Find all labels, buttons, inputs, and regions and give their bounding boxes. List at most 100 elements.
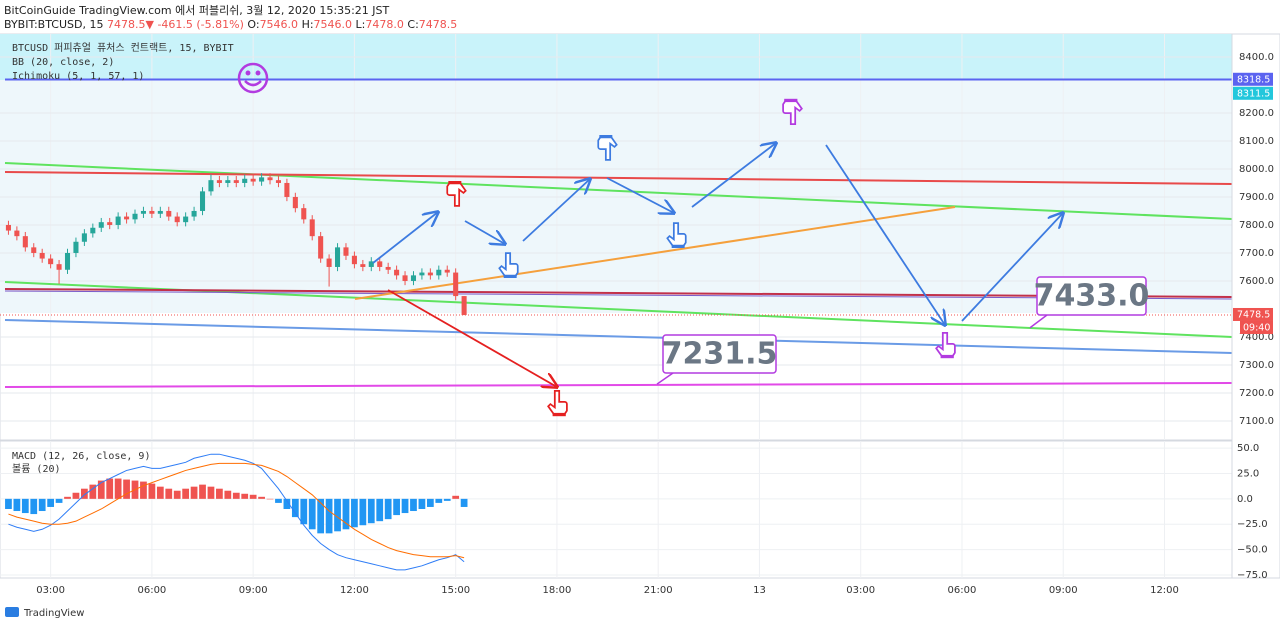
x-tick-label: 03:00: [36, 585, 65, 596]
candle-body: [56, 264, 62, 270]
candle-body: [225, 180, 231, 183]
trend-line: [4, 290, 1233, 300]
callout-label: 7433.0: [1034, 279, 1150, 314]
axis-bg: [1231, 33, 1280, 579]
x-tick-label: 15:00: [441, 585, 470, 596]
x-tick-label: 21:00: [644, 585, 673, 596]
histogram-bar: [97, 480, 105, 499]
histogram-bar: [384, 498, 392, 520]
candle-body: [402, 275, 408, 281]
candle-body: [31, 247, 37, 253]
histogram-bar: [308, 498, 316, 530]
histogram-bar: [283, 498, 291, 509]
candle-body: [250, 178, 256, 182]
candle-body: [166, 210, 172, 217]
histogram-bar: [342, 498, 350, 530]
histogram-bar: [426, 498, 434, 507]
price-label-bg: [1233, 72, 1273, 86]
trend-line: [4, 171, 1233, 185]
histogram-bar: [266, 498, 274, 500]
y-tick-label: 7400.0: [1239, 332, 1274, 343]
candle-body: [360, 264, 366, 267]
macd-line: [8, 453, 465, 571]
x-tick-label: 13: [753, 585, 766, 596]
candle-body: [98, 222, 104, 228]
histogram-bar: [38, 498, 46, 512]
x-tick-label: 06:00: [948, 585, 977, 596]
candle-body: [64, 252, 71, 270]
candle-body: [90, 227, 96, 234]
legend-entry: MACD (12, 26, close, 9): [12, 451, 150, 462]
x-tick-label: 12:00: [1150, 585, 1179, 596]
histogram-bar: [376, 498, 384, 522]
candle-body: [242, 178, 248, 183]
callout-box: [662, 334, 777, 374]
candle-body: [48, 258, 54, 265]
histogram-bar: [317, 498, 325, 534]
y-tick-label: 8200.0: [1239, 108, 1274, 119]
candle-body: [174, 216, 180, 223]
y-tick-label: 8400.0: [1239, 52, 1274, 63]
candle-body: [284, 182, 290, 197]
histogram-bar: [258, 496, 265, 499]
callout-label: 7231.5: [662, 337, 778, 372]
histogram-bar: [207, 486, 215, 499]
histogram-bar: [241, 493, 249, 499]
histogram-bar: [224, 490, 232, 499]
candle-body: [5, 224, 11, 231]
histogram-bar: [64, 496, 71, 499]
histogram-bar: [325, 498, 333, 534]
candle-body: [157, 210, 163, 214]
trend-line: [4, 319, 1233, 354]
candle-body: [199, 191, 206, 211]
histogram-bar: [173, 490, 181, 499]
histogram-bar: [410, 498, 417, 512]
candle-body: [292, 196, 298, 209]
smiley: [237, 62, 269, 94]
candle-body: [444, 269, 450, 273]
legend-entry: Ichimoku (5, 1, 57, 1): [12, 71, 144, 82]
histogram-bar: [140, 481, 147, 499]
drawings: [237, 62, 1063, 417]
y-tick-label: −25.0: [1237, 519, 1268, 530]
candle-body: [233, 180, 239, 183]
histogram-bar: [232, 492, 240, 499]
price-label: 8318.5: [1237, 74, 1270, 85]
candle-body: [191, 210, 197, 217]
macd-line: [8, 462, 465, 559]
y-tick-label: 8000.0: [1239, 164, 1274, 175]
histogram-bar: [199, 484, 206, 499]
candle-body: [385, 266, 391, 270]
histogram-bar: [55, 498, 63, 503]
y-tick-label: 7300.0: [1239, 360, 1274, 371]
histogram-bar: [249, 494, 257, 499]
callout-box: [1036, 276, 1147, 316]
footer-brand: TradingView: [23, 608, 84, 619]
histogram-bar: [351, 498, 358, 528]
x-tick-label: 12:00: [340, 585, 369, 596]
candle-body: [301, 208, 307, 220]
candle-body: [115, 216, 121, 225]
candle-body: [343, 247, 349, 256]
histogram-bar: [165, 488, 173, 499]
histogram-bar: [291, 498, 299, 518]
trend-line: [4, 162, 1233, 220]
macd-panel: [0, 440, 1233, 579]
histogram-bar: [81, 488, 88, 499]
y-tick-label: 7700.0: [1239, 248, 1274, 259]
candle-body: [351, 255, 357, 265]
histogram-bar: [5, 498, 12, 509]
histogram-bar: [359, 498, 367, 526]
histogram-bar: [182, 488, 190, 499]
y-tick-label: 7200.0: [1239, 388, 1274, 399]
histogram-bar: [148, 483, 156, 499]
callout-pointer: [1029, 314, 1048, 329]
candle-body: [318, 236, 324, 259]
x-tick-label: 06:00: [137, 585, 166, 596]
callout-pointer: [656, 372, 674, 385]
candle-body: [394, 269, 400, 276]
candle-body: [208, 180, 214, 192]
candle-body: [436, 269, 442, 276]
candle-body: [107, 222, 113, 225]
